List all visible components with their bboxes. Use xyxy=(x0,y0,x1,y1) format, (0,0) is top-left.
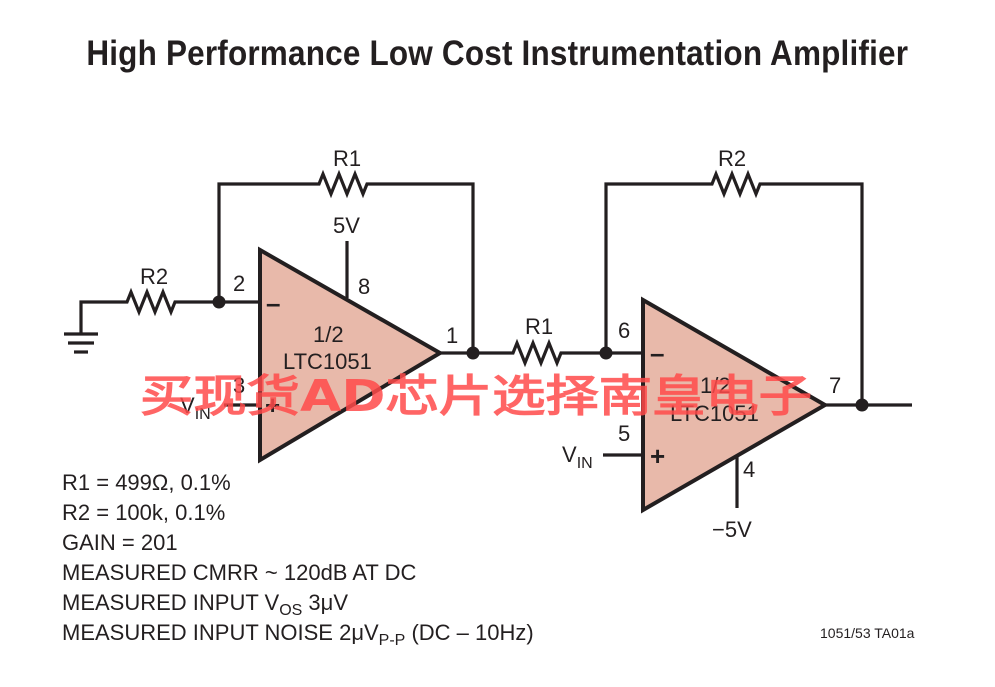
note-r2: R2 = 100k, 0.1% xyxy=(62,500,225,525)
junction-dot xyxy=(212,295,226,309)
resistor-r1-interstage xyxy=(506,338,568,368)
resistor-r2-input xyxy=(120,287,182,317)
junction-dot xyxy=(599,346,613,360)
note-gain: GAIN = 201 xyxy=(62,530,178,555)
amp1-plus-sign: + xyxy=(265,390,280,420)
label-r1-interstage: R1 xyxy=(525,314,553,339)
component-notes: R1 = 499Ω, 0.1% R2 = 100k, 0.1% GAIN = 2… xyxy=(62,470,534,649)
amp2-supply-label: −5V xyxy=(712,517,752,542)
amp2-pin-6: 6 xyxy=(618,318,630,343)
amp1-pin-2: 2 xyxy=(233,271,245,296)
amp1-pin-1: 1 xyxy=(446,323,458,348)
amp1-fraction: 1/2 xyxy=(313,322,344,347)
label-r2-input: R2 xyxy=(140,264,168,289)
amp2-pin-4: 4 xyxy=(743,457,755,482)
opamp-1 xyxy=(258,246,444,464)
junction-dot xyxy=(855,398,869,412)
amp1-supply-label: 5V xyxy=(333,213,360,238)
resistor-r1-feedback xyxy=(312,169,374,199)
resistor-r2-feedback xyxy=(705,169,767,199)
amp2-fraction: 1/2 xyxy=(700,373,731,398)
feedback-wiring-amp1 xyxy=(217,182,475,353)
amp2-plus-sign: + xyxy=(650,441,665,471)
amp1-minus-sign: – xyxy=(266,288,280,318)
note-input-noise: MEASURED INPUT NOISE 2μVP-P (DC – 10Hz) xyxy=(62,620,534,649)
ground-symbol xyxy=(64,332,98,354)
junction-dot xyxy=(466,346,480,360)
feedback-wiring-amp2 xyxy=(604,182,864,405)
amp2-minus-sign: – xyxy=(650,338,664,368)
note-r1: R1 = 499Ω, 0.1% xyxy=(62,470,231,495)
label-r1-feedback: R1 xyxy=(333,146,361,171)
amp2-vin-label: VIN xyxy=(562,442,593,472)
amp1-vin-label: VIN xyxy=(180,393,211,423)
amp2-part: LTC1051 xyxy=(670,401,759,426)
note-input-vos: MEASURED INPUT VOS 3μV xyxy=(62,590,348,619)
figure-code: 1051/53 TA01a xyxy=(820,625,915,641)
amp1-pin-3: 3 xyxy=(233,373,245,398)
amp1-part: LTC1051 xyxy=(283,349,372,374)
diagram-title: High Performance Low Cost Instrumentatio… xyxy=(86,34,909,73)
watermark-text: 买现货AD芯片选择南皇电子 xyxy=(140,371,812,422)
label-r2-feedback: R2 xyxy=(718,146,746,171)
note-cmrr: MEASURED CMRR ~ 120dB AT DC xyxy=(62,560,416,585)
amp1-pin-8: 8 xyxy=(358,274,370,299)
amp2-pin-7: 7 xyxy=(829,373,841,398)
opamp-2 xyxy=(641,296,830,514)
amp2-pin-5: 5 xyxy=(618,421,630,446)
